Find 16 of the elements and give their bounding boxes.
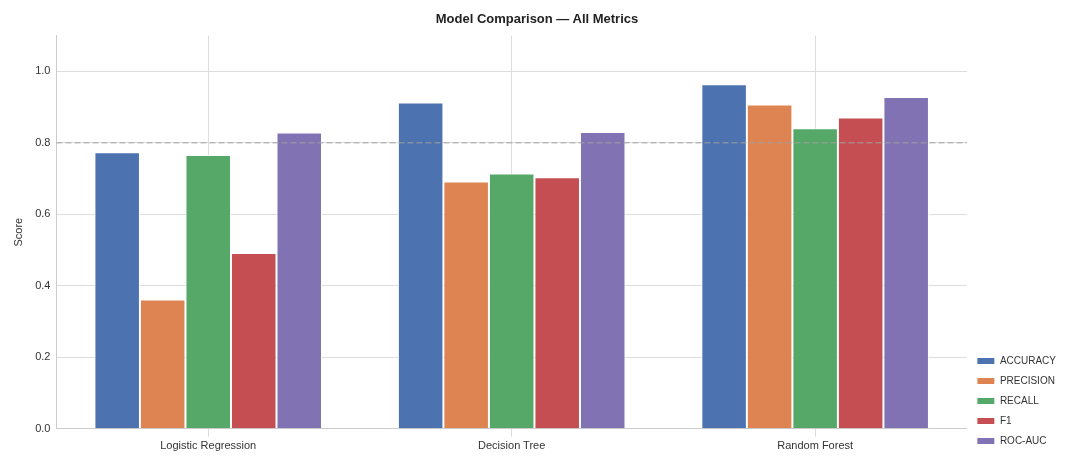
legend-label: RECALL [999, 394, 1040, 406]
legend-label: F1 [999, 414, 1012, 426]
legend-label: PRECISION [999, 374, 1055, 386]
x-tick-label: Logistic Regression [160, 439, 257, 452]
x-tick-label: Random Forest [777, 439, 854, 452]
y-tick-label: 0.0 [35, 421, 51, 434]
legend-label: ROC-AUC [999, 434, 1047, 446]
x-tick-label: Decision Tree [478, 439, 546, 452]
y-tick-label: 0.2 [35, 350, 51, 363]
y-tick-label: 0.4 [35, 278, 51, 291]
legend-label: ACCURACY [999, 354, 1057, 366]
y-tick-label: 0.8 [35, 135, 51, 148]
chart-title: Model Comparison — All Metrics [435, 11, 639, 27]
y-tick-label: 0.6 [35, 207, 51, 220]
y-tick-label: 1.0 [35, 64, 51, 77]
y-axis-title: Score [11, 217, 24, 247]
